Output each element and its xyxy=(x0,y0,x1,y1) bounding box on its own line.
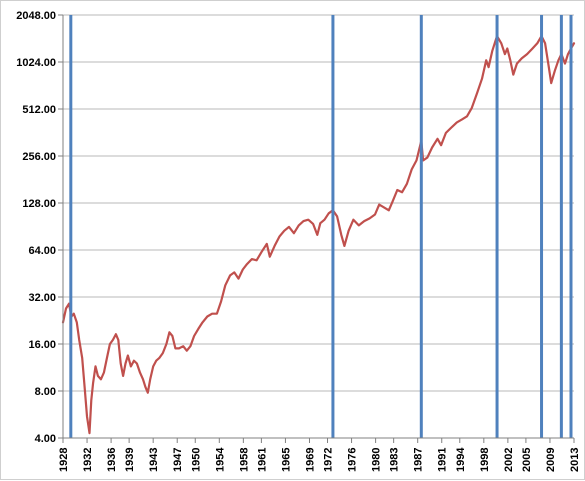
x-tick-label-1980: 1980 xyxy=(371,448,383,472)
y-tick-label: 4.00 xyxy=(35,433,56,445)
x-tick-label-1998: 1998 xyxy=(479,448,491,472)
x-tick-label-2005: 2005 xyxy=(521,448,533,472)
y-tick-label: 128.00 xyxy=(22,198,56,210)
x-tick-label-1983: 1983 xyxy=(389,448,401,472)
x-tick-label-1965: 1965 xyxy=(280,448,292,472)
y-tick-labels: 4.00 8.00 16.00 32.00 64.00 128.00 256.00 512.0… xyxy=(16,10,56,445)
x-tick-label-1987: 1987 xyxy=(413,448,425,472)
y-tick-label: 8.00 xyxy=(35,386,56,398)
y-tick-label: 16.00 xyxy=(28,339,56,351)
x-tick-label-1961: 1961 xyxy=(256,448,268,472)
x-tick-label-1954: 1954 xyxy=(214,447,226,472)
x-tick-label-1932: 1932 xyxy=(82,448,94,472)
y-tick-label: 1024.00 xyxy=(16,57,56,69)
x-tick-label-1939: 1939 xyxy=(124,448,136,472)
x-tick-label-1972: 1972 xyxy=(323,448,335,472)
vertical-marker-lines xyxy=(71,15,571,438)
x-tick-label-1928: 1928 xyxy=(58,448,70,472)
x-tick-label-1943: 1943 xyxy=(148,448,160,472)
y-tick-label: 32.00 xyxy=(28,292,56,304)
x-tick-label-2009: 2009 xyxy=(545,448,557,472)
x-tick-label-2013: 2013 xyxy=(569,448,581,472)
x-tick-label-1969: 1969 xyxy=(304,448,316,472)
y-tick-label: 2048.00 xyxy=(16,10,56,22)
x-tick-label-2002: 2002 xyxy=(503,448,515,472)
x-tick-label-1947: 1947 xyxy=(172,448,184,472)
x-tick-label-1976: 1976 xyxy=(347,448,359,472)
y-tick-label: 256.00 xyxy=(22,151,56,163)
x-tick-label-1958: 1958 xyxy=(238,448,250,472)
x-tick-label-1994: 1994 xyxy=(455,447,467,472)
y-tick-label: 64.00 xyxy=(28,245,56,257)
x-tick-label-1950: 1950 xyxy=(190,448,202,472)
x-tick-label-1991: 1991 xyxy=(437,448,449,472)
x-tick-labels: 1928 1932 1936 1939 1943 1947 1950 1954 1958 1961… xyxy=(58,447,581,472)
x-tick-label-1936: 1936 xyxy=(106,448,118,472)
y-tick-label: 512.00 xyxy=(22,104,56,116)
